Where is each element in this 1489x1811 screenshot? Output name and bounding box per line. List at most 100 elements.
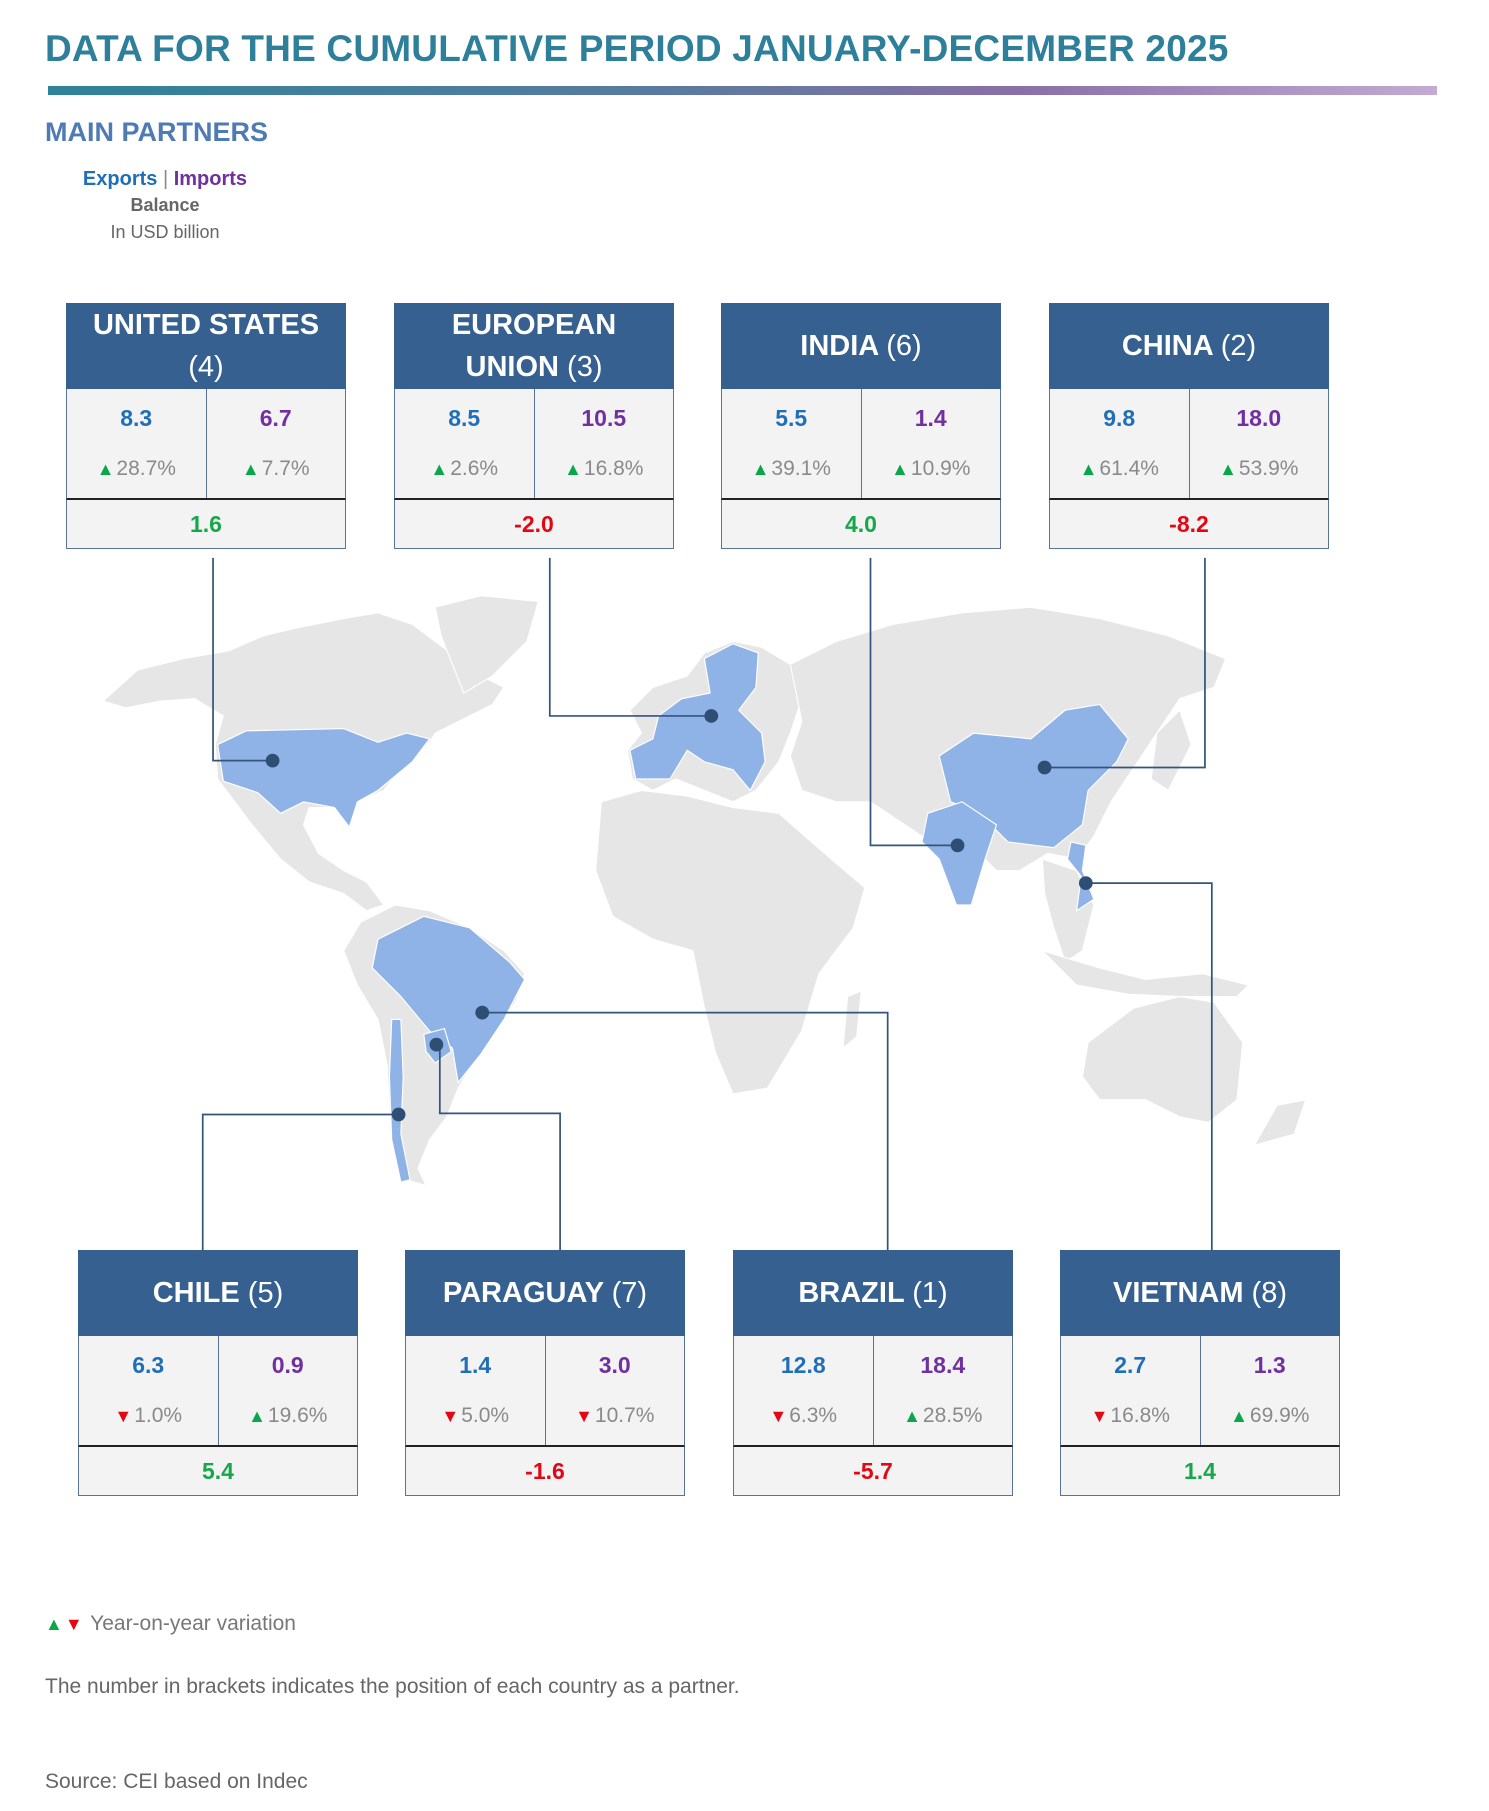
partner-card-india: INDIA (6) 5.5 ▲39.1% 1.4 ▲10.9% 4.0 [721, 303, 1001, 549]
imports-value: 3.0 [598, 1352, 631, 1378]
triangle-down-icon: ▼ [575, 1406, 593, 1426]
partner-header: INDIA (6) [721, 303, 1001, 389]
imports-cell: 1.4 ▲10.9% [860, 389, 1001, 498]
title-divider [48, 86, 1437, 95]
dot-vietnam [1078, 876, 1093, 891]
connector-brazil [482, 1011, 889, 1251]
madagascar [842, 989, 862, 1050]
partner-header: CHILE (5) [78, 1250, 358, 1336]
legend-exports: Exports [82, 168, 158, 190]
triangle-up-icon: ▲ [564, 459, 582, 479]
page-title: DATA FOR THE CUMULATIVE PERIOD JANUARY-D… [45, 28, 1229, 69]
imports-variation: ▲69.9% [1230, 1404, 1309, 1428]
imports-cell: 3.0 ▼10.7% [544, 1336, 685, 1445]
map-india [921, 801, 998, 906]
imports-cell: 6.7 ▲7.7% [205, 389, 346, 498]
partner-rank: (4) [188, 351, 224, 383]
partner-header: UNITED STATES (4) [66, 303, 346, 389]
triangle-down-icon: ▼ [1090, 1406, 1109, 1426]
triangle-up-icon: ▲ [248, 1406, 266, 1426]
imports-variation-value: 69.9% [1249, 1404, 1310, 1427]
dot-paraguay [429, 1037, 444, 1052]
connector-lines [201, 557, 1213, 1251]
imports-variation-value: 53.9% [1238, 457, 1299, 480]
exports-variation: ▲28.7% [97, 457, 176, 481]
exports-cell: 1.4 ▼5.0% [406, 1336, 545, 1445]
partner-card-chile: CHILE (5) 6.3 ▼1.0% 0.9 ▲19.6% 5.4 [78, 1250, 358, 1496]
trade-values: 6.3 ▼1.0% 0.9 ▲19.6% [78, 1336, 358, 1447]
triangle-up-icon: ▲ [1219, 459, 1237, 479]
australia [1081, 995, 1244, 1124]
imports-variation-value: 19.6% [267, 1404, 328, 1427]
exports-value: 9.8 [1103, 405, 1136, 431]
exports-variation-value: 2.6% [450, 457, 499, 480]
imports-variation-value: 10.9% [910, 457, 971, 480]
partner-name: PARAGUAY [442, 1277, 604, 1309]
continents [101, 595, 1307, 1187]
dot-india [950, 838, 965, 853]
source-note: Source: CEI based on Indec [45, 1770, 308, 1793]
section-title: MAIN PARTNERS [45, 117, 269, 147]
southeast-asia [1041, 858, 1095, 964]
trade-values: 8.5 ▲2.6% 10.5 ▲16.8% [394, 389, 674, 500]
trade-values: 9.8 ▲61.4% 18.0 ▲53.9% [1049, 389, 1329, 500]
triangle-up-icon: ▲ [1079, 459, 1098, 479]
partner-name: VIETNAM [1112, 1277, 1244, 1309]
exports-value: 5.5 [775, 405, 808, 431]
trade-values: 12.8 ▼6.3% 18.4 ▲28.5% [733, 1336, 1013, 1447]
imports-cell: 0.9 ▲19.6% [217, 1336, 358, 1445]
imports-variation: ▲10.9% [891, 457, 970, 481]
indonesia [1041, 950, 1250, 998]
legend: Exports | Imports Balance In USD billion [70, 168, 260, 243]
partner-rank: (1) [912, 1277, 948, 1309]
triangle-up-icon: ▲ [891, 459, 909, 479]
imports-variation-value: 16.8% [583, 457, 644, 480]
balance-value: -1.6 [405, 1447, 685, 1496]
exports-cell: 12.8 ▼6.3% [734, 1336, 873, 1445]
partner-header: VIETNAM (8) [1060, 1250, 1340, 1336]
partner-header: BRAZIL (1) [733, 1250, 1013, 1336]
greenland [434, 595, 540, 694]
imports-variation: ▲7.7% [242, 457, 310, 481]
exports-cell: 8.3 ▲28.7% [67, 389, 206, 498]
triangle-down-icon: ▼ [64, 1614, 83, 1634]
partner-rank: (3) [567, 351, 603, 383]
exports-variation: ▲39.1% [752, 457, 831, 481]
imports-variation: ▲53.9% [1219, 457, 1298, 481]
legend-balance: Balance [130, 195, 200, 215]
exports-cell: 8.5 ▲2.6% [395, 389, 534, 498]
exports-cell: 2.7 ▼16.8% [1061, 1336, 1200, 1445]
imports-variation: ▲19.6% [248, 1404, 327, 1428]
balance-value: -8.2 [1049, 500, 1329, 549]
legend-separator: | [162, 168, 169, 190]
connector-chile [201, 1113, 399, 1251]
exports-cell: 9.8 ▲61.4% [1050, 389, 1189, 498]
partner-name: CHILE [152, 1277, 240, 1309]
imports-value: 10.5 [581, 405, 627, 431]
imports-variation-value: 28.5% [922, 1404, 983, 1427]
imports-variation: ▲28.5% [903, 1404, 982, 1428]
legend-unit: In USD billion [110, 222, 220, 242]
triangle-up-icon: ▲ [903, 1406, 921, 1426]
imports-cell: 18.4 ▲28.5% [872, 1336, 1013, 1445]
balance-value: 5.4 [78, 1447, 358, 1496]
highlighted-partners [216, 643, 1129, 1183]
dot-china [1037, 760, 1052, 775]
map-united-states [216, 727, 431, 829]
trade-values: 1.4 ▼5.0% 3.0 ▼10.7% [405, 1336, 685, 1447]
imports-variation-value: 7.7% [261, 457, 310, 480]
exports-value: 8.3 [120, 405, 153, 431]
exports-value: 6.3 [132, 1352, 165, 1378]
triangle-down-icon: ▼ [114, 1406, 133, 1426]
partner-card-brazil: BRAZIL (1) 12.8 ▼6.3% 18.4 ▲28.5% -5.7 [733, 1250, 1013, 1496]
dot-united-states [265, 753, 280, 768]
connector-vietnam [1085, 882, 1213, 1251]
trade-values: 8.3 ▲28.7% 6.7 ▲7.7% [66, 389, 346, 500]
exports-variation: ▲2.6% [430, 457, 498, 481]
balance-value: 1.4 [1060, 1447, 1340, 1496]
imports-value: 1.3 [1253, 1352, 1286, 1378]
partner-rank: (8) [1251, 1277, 1287, 1309]
rank-note: The number in brackets indicates the pos… [45, 1675, 740, 1698]
